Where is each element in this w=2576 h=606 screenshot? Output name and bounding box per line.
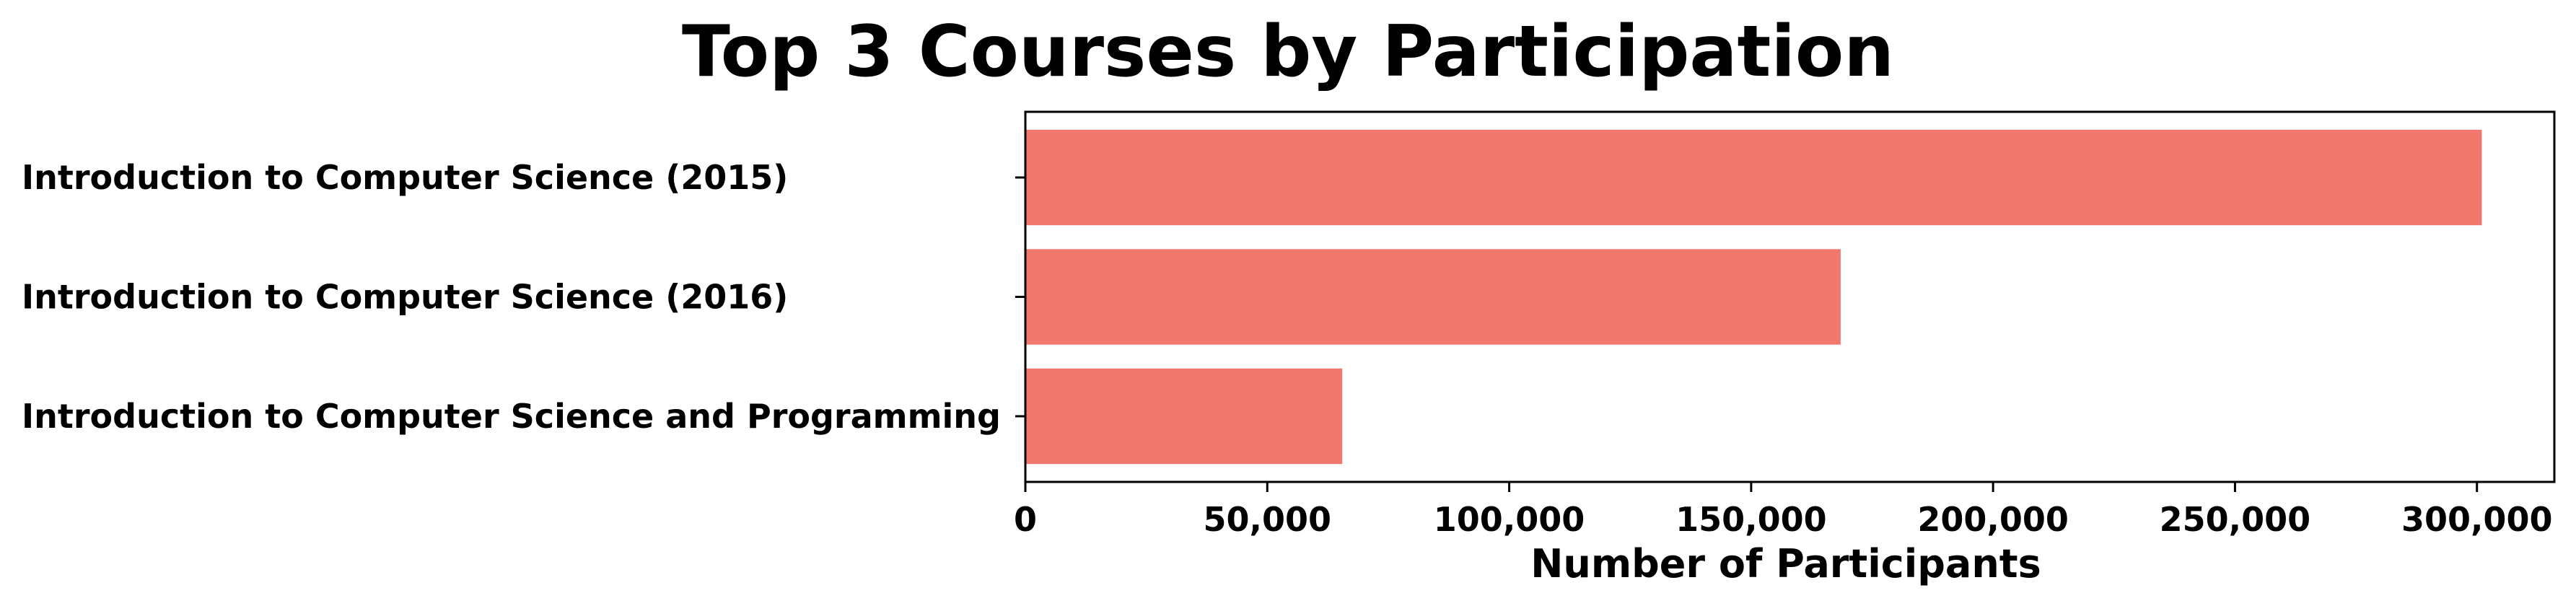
x-tick-label-5: 250,000: [2160, 500, 2311, 539]
bars-group: [1025, 129, 2482, 465]
chart-title: Top 3 Courses by Participation: [682, 11, 1894, 93]
category-label-3: Introduction to Computer Science and Pro…: [22, 397, 1001, 436]
x-axis-label: Number of Participants: [1530, 541, 2041, 587]
x-tick-label-4: 200,000: [1917, 500, 2069, 539]
x-ticks-group: 0 50,000 100,000 150,000 200,000 250,000 300,0…: [1014, 482, 2552, 539]
category-labels-group: Introduction to Computer Science (2015) I…: [22, 158, 1001, 436]
bar-3: [1025, 368, 1343, 465]
x-tick-label-1: 50,000: [1204, 500, 1332, 539]
plot-frame: [1024, 110, 2556, 483]
bar-2: [1025, 249, 1841, 345]
category-label-1: Introduction to Computer Science (2015): [22, 158, 788, 197]
bar-1: [1025, 129, 2482, 226]
category-label-2: Introduction to Computer Science (2016): [22, 278, 788, 317]
x-tick-label-3: 150,000: [1675, 500, 1827, 539]
x-tick-label-0: 0: [1014, 500, 1037, 539]
x-tick-label-6: 300,000: [2401, 500, 2553, 539]
y-ticks-group: [1015, 176, 1025, 418]
x-tick-label-2: 100,000: [1434, 500, 1585, 539]
